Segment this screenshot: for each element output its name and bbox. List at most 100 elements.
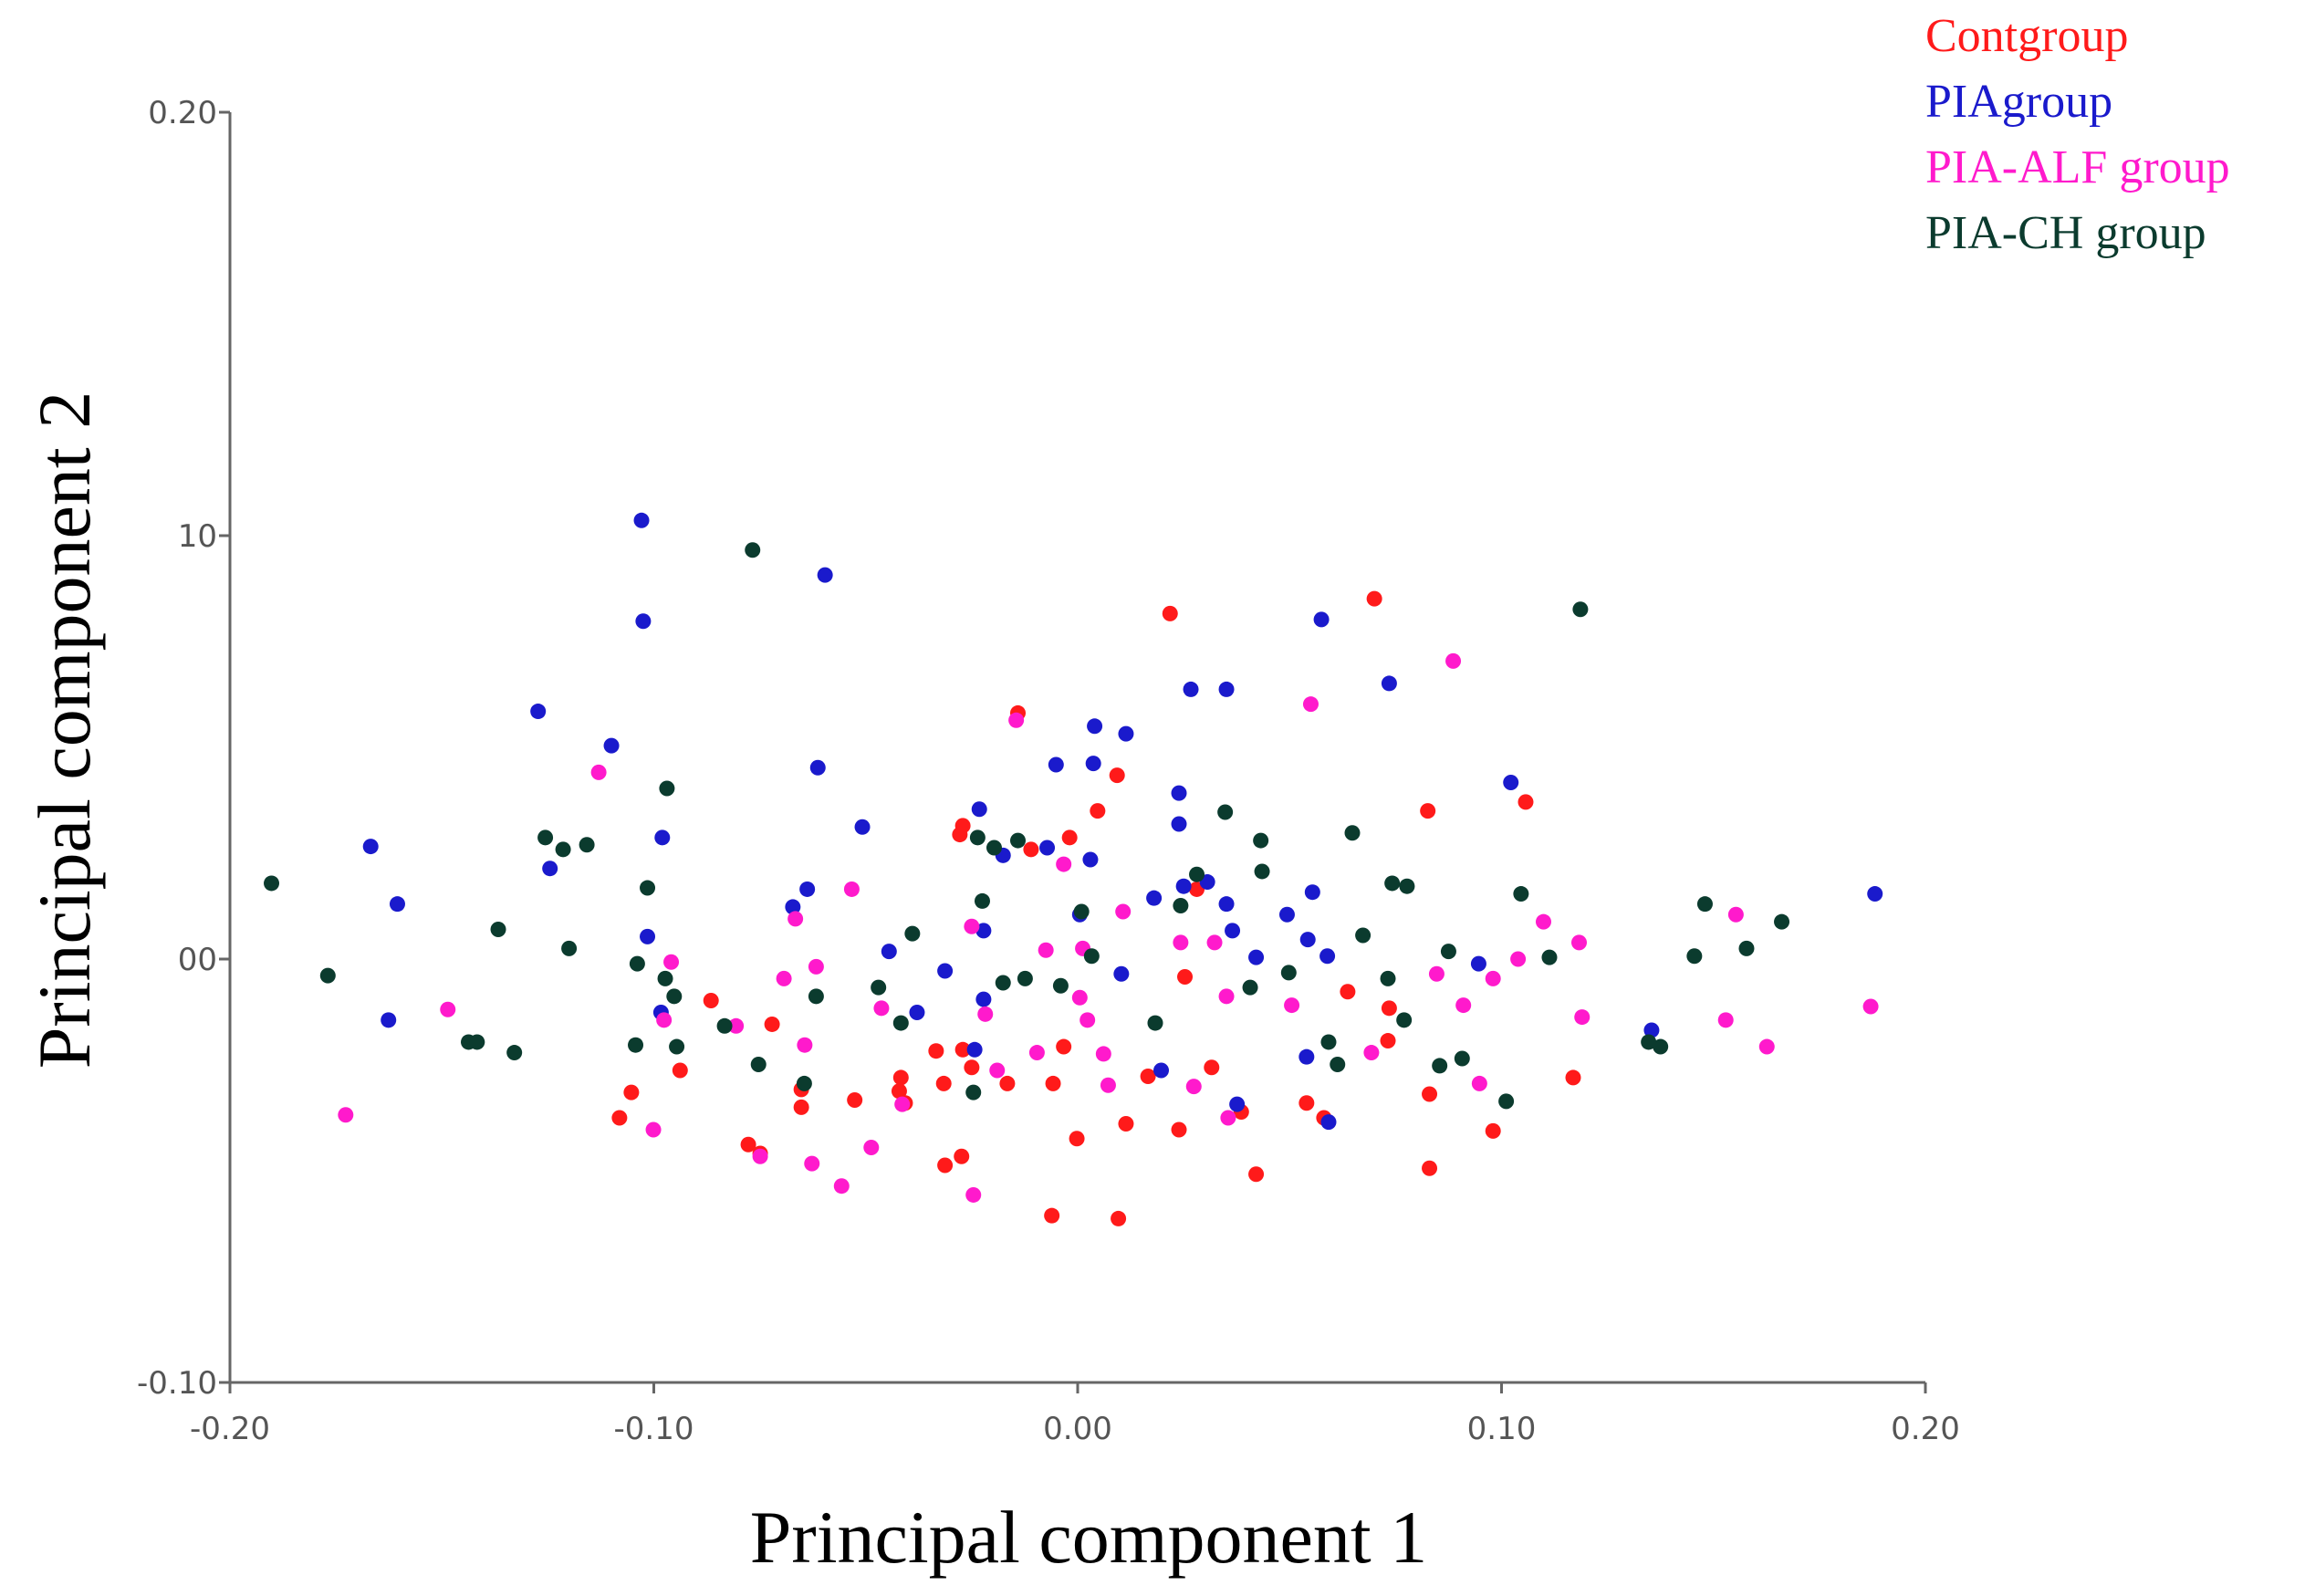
point — [1440, 944, 1456, 960]
point — [1471, 1075, 1487, 1091]
point — [635, 613, 652, 630]
point — [785, 899, 801, 915]
point — [797, 1037, 813, 1053]
point — [590, 764, 607, 780]
point — [1204, 1059, 1220, 1076]
point — [975, 923, 992, 939]
point — [1028, 1045, 1045, 1061]
point — [1140, 1069, 1156, 1085]
point — [1320, 1034, 1337, 1050]
point — [1173, 934, 1189, 951]
point — [381, 1012, 397, 1028]
x-tick-label: 0.20 — [1891, 1411, 1960, 1447]
point — [1758, 1038, 1775, 1055]
point — [645, 1121, 662, 1138]
point — [776, 970, 792, 986]
legend-entry: PIA-ALF group — [1925, 141, 2230, 193]
point — [1085, 756, 1101, 772]
point — [362, 839, 379, 855]
point — [1518, 794, 1534, 810]
point — [804, 1155, 820, 1172]
point — [1696, 896, 1713, 913]
point — [1090, 803, 1106, 819]
point — [1384, 875, 1401, 892]
point — [937, 1157, 954, 1174]
point — [1254, 863, 1270, 880]
point — [1510, 951, 1527, 967]
point — [1330, 1057, 1346, 1073]
point — [752, 1148, 768, 1164]
point — [628, 1037, 644, 1053]
point — [1399, 878, 1415, 894]
point — [1565, 1069, 1581, 1086]
point — [965, 1186, 982, 1203]
point — [1344, 825, 1361, 841]
point — [1218, 988, 1235, 1005]
point — [863, 1139, 880, 1155]
point — [1454, 1050, 1470, 1067]
point — [440, 1001, 456, 1017]
point — [971, 801, 987, 818]
point — [1153, 1062, 1170, 1079]
point — [669, 1038, 685, 1055]
point — [672, 1062, 688, 1079]
point — [1039, 840, 1056, 856]
point — [1218, 896, 1235, 913]
point — [1862, 998, 1879, 1015]
point — [1100, 1077, 1116, 1093]
point — [654, 829, 671, 846]
point — [703, 992, 719, 1008]
point — [319, 967, 336, 984]
point — [1225, 923, 1241, 939]
point — [1513, 886, 1529, 902]
point — [937, 963, 954, 979]
point — [847, 1092, 863, 1109]
point — [764, 1016, 780, 1032]
point — [999, 1075, 1016, 1091]
point — [1111, 1210, 1127, 1226]
point — [799, 881, 816, 897]
point — [1313, 611, 1330, 628]
point — [1299, 932, 1316, 948]
point — [977, 1006, 994, 1022]
point — [1571, 934, 1588, 951]
point — [1045, 1075, 1061, 1091]
point — [1147, 1015, 1163, 1031]
point — [1048, 756, 1064, 773]
point — [1162, 605, 1178, 621]
point — [1171, 1121, 1187, 1138]
point — [975, 991, 992, 1007]
x-tick-label: 0.00 — [1043, 1411, 1112, 1447]
point — [1248, 1166, 1265, 1183]
point — [1183, 681, 1199, 697]
point — [1643, 1022, 1660, 1038]
point — [1717, 1012, 1734, 1028]
point — [603, 737, 620, 754]
point — [1774, 913, 1790, 930]
point — [966, 1041, 983, 1058]
point — [1087, 718, 1103, 735]
x-tick-label: 0.10 — [1467, 1411, 1537, 1447]
point — [1485, 970, 1501, 986]
point — [1380, 970, 1396, 986]
point — [969, 829, 986, 846]
point — [1248, 949, 1265, 965]
point — [716, 1017, 733, 1034]
point — [1056, 1038, 1072, 1055]
point — [1299, 1048, 1315, 1065]
point — [1304, 884, 1320, 901]
point — [1083, 948, 1100, 965]
point — [1253, 832, 1269, 849]
point — [817, 567, 833, 583]
point — [1189, 866, 1205, 882]
point — [808, 988, 824, 1005]
point — [1574, 1009, 1591, 1026]
point — [1280, 965, 1297, 981]
point — [1171, 785, 1187, 801]
point — [1422, 1086, 1438, 1102]
point — [1113, 965, 1130, 982]
point — [833, 1178, 850, 1194]
point — [745, 542, 761, 558]
point — [1118, 725, 1134, 742]
